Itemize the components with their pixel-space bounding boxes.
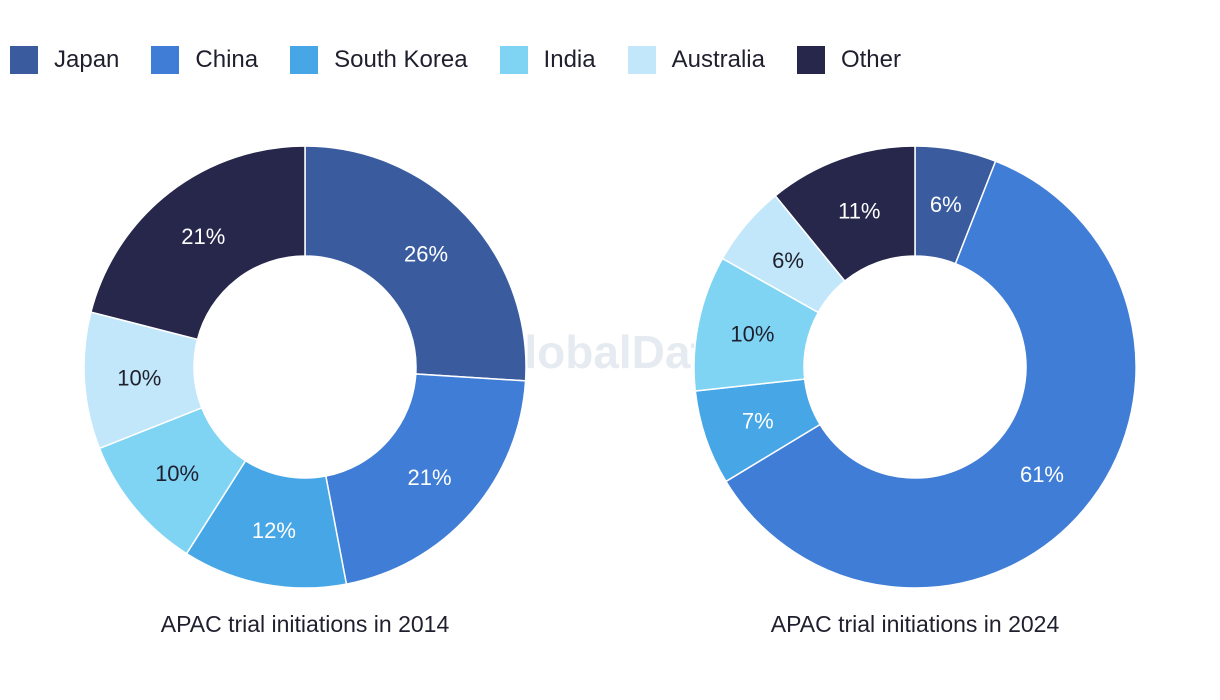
slice-label-japan: 6% bbox=[930, 192, 962, 217]
legend-label: Australia bbox=[671, 46, 765, 73]
legend-label: South Korea bbox=[334, 46, 468, 73]
legend-label: India bbox=[543, 46, 596, 73]
legend-swatch bbox=[627, 46, 656, 74]
slice-label-australia: 6% bbox=[772, 248, 804, 273]
legend-swatch bbox=[290, 46, 319, 74]
slice-label-other: 11% bbox=[838, 199, 880, 224]
legend-swatch bbox=[10, 46, 38, 74]
slice-china[interactable] bbox=[324, 373, 527, 585]
legend-label: China bbox=[195, 46, 259, 73]
slice-label-china: 61% bbox=[1020, 462, 1064, 487]
slice-china[interactable] bbox=[724, 160, 1137, 589]
legend-swatch bbox=[151, 46, 180, 74]
watermark: GlobalData bbox=[489, 326, 732, 378]
slice-other[interactable] bbox=[774, 145, 916, 283]
legend-item-japan[interactable]: Japan bbox=[10, 46, 119, 74]
legend-item-australia[interactable]: Australia bbox=[627, 46, 765, 74]
legend-label: Japan bbox=[54, 46, 120, 73]
slice-japan[interactable] bbox=[304, 145, 527, 382]
legend-label: Other bbox=[840, 46, 901, 73]
legend-item-south-korea[interactable]: South Korea bbox=[290, 46, 468, 74]
donut-chart-2024: 6% 61% 7% 10% 6% 11% bbox=[693, 145, 1137, 589]
slice-label-australia: 10% bbox=[117, 365, 161, 390]
chart-title-2014: APAC trial initiations in 2014 bbox=[161, 611, 450, 637]
slice-label-south-korea: 7% bbox=[742, 408, 774, 433]
slice-label-south-korea: 12% bbox=[252, 518, 296, 543]
slice-label-other: 21% bbox=[181, 224, 225, 249]
slice-label-india: 10% bbox=[155, 461, 199, 486]
legend-swatch bbox=[499, 46, 528, 74]
chart-title-2024: APAC trial initiations in 2024 bbox=[771, 611, 1060, 637]
legend-swatch bbox=[796, 46, 825, 74]
legend-item-other[interactable]: Other bbox=[796, 46, 901, 74]
legend: Japan China South Korea India Australia … bbox=[10, 44, 933, 76]
slice-label-china: 21% bbox=[407, 465, 451, 490]
donut-chart-2014: 26% 21% 12% 10% 10% 21% bbox=[83, 145, 527, 589]
legend-item-china[interactable]: China bbox=[151, 46, 258, 74]
legend-item-india[interactable]: India bbox=[499, 46, 596, 74]
slice-other[interactable] bbox=[90, 145, 306, 341]
slice-label-japan: 26% bbox=[404, 241, 448, 266]
slice-label-india: 10% bbox=[730, 322, 774, 347]
